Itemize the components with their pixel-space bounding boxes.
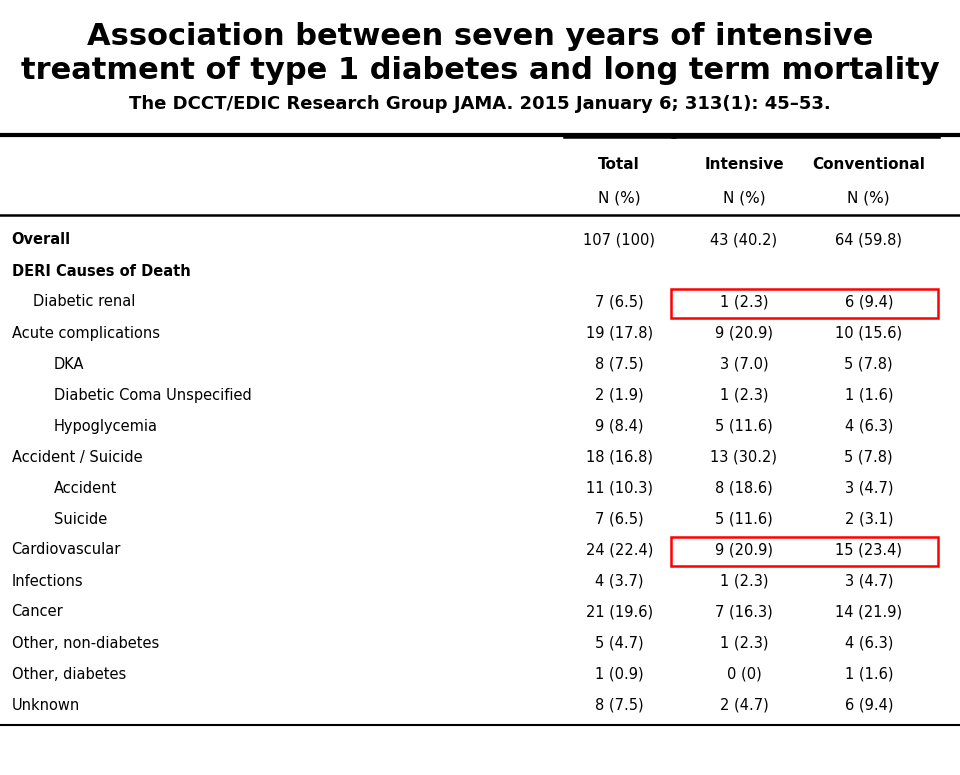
Text: Other, diabetes: Other, diabetes — [12, 666, 126, 681]
Text: 3 (4.7): 3 (4.7) — [845, 480, 893, 495]
Text: 18 (16.8): 18 (16.8) — [586, 449, 653, 464]
Text: The DCCT/EDIC Research Group JAMA. 2015 January 6; 313(1): 45–53.: The DCCT/EDIC Research Group JAMA. 2015 … — [130, 95, 830, 112]
Text: Infections: Infections — [12, 574, 84, 588]
Text: DERI Causes of Death: DERI Causes of Death — [12, 264, 190, 278]
Text: 2 (1.9): 2 (1.9) — [595, 388, 643, 402]
Text: Intensive: Intensive — [705, 157, 783, 171]
Text: N (%): N (%) — [723, 191, 765, 205]
Text: 5 (7.8): 5 (7.8) — [845, 356, 893, 371]
Text: Unknown: Unknown — [12, 698, 80, 712]
Text: Hypoglycemia: Hypoglycemia — [54, 418, 157, 433]
Text: 8 (18.6): 8 (18.6) — [715, 480, 773, 495]
Text: 4 (6.3): 4 (6.3) — [845, 418, 893, 433]
Bar — [671, 537, 938, 566]
Text: 1 (0.9): 1 (0.9) — [595, 666, 643, 681]
Text: 15 (23.4): 15 (23.4) — [835, 542, 902, 557]
Text: 11 (10.3): 11 (10.3) — [586, 480, 653, 495]
Text: 1 (1.6): 1 (1.6) — [845, 388, 893, 402]
Text: 5 (11.6): 5 (11.6) — [715, 418, 773, 433]
Text: 7 (6.5): 7 (6.5) — [595, 512, 643, 526]
Text: 9 (8.4): 9 (8.4) — [595, 418, 643, 433]
Text: 5 (11.6): 5 (11.6) — [715, 512, 773, 526]
Text: 1 (2.3): 1 (2.3) — [720, 294, 768, 309]
Text: 43 (40.2): 43 (40.2) — [710, 232, 778, 247]
Text: 8 (7.5): 8 (7.5) — [595, 356, 643, 371]
Text: 24 (22.4): 24 (22.4) — [586, 542, 653, 557]
Text: 19 (17.8): 19 (17.8) — [586, 326, 653, 340]
Text: 6 (9.4): 6 (9.4) — [845, 698, 893, 712]
Text: 9 (20.9): 9 (20.9) — [715, 542, 773, 557]
Text: 7 (6.5): 7 (6.5) — [595, 294, 643, 309]
Text: 14 (21.9): 14 (21.9) — [835, 604, 902, 619]
Text: 3 (7.0): 3 (7.0) — [720, 356, 768, 371]
Text: 9 (20.9): 9 (20.9) — [715, 326, 773, 340]
Text: 64 (59.8): 64 (59.8) — [835, 232, 902, 247]
Text: Suicide: Suicide — [54, 512, 107, 526]
Text: 1 (2.3): 1 (2.3) — [720, 574, 768, 588]
Text: 0 (0): 0 (0) — [727, 666, 761, 681]
Text: 3 (4.7): 3 (4.7) — [845, 574, 893, 588]
Text: 1 (2.3): 1 (2.3) — [720, 636, 768, 650]
Text: treatment of type 1 diabetes and long term mortality: treatment of type 1 diabetes and long te… — [20, 56, 940, 84]
Bar — [671, 289, 938, 318]
Text: Cancer: Cancer — [12, 604, 63, 619]
Text: Conventional: Conventional — [812, 157, 925, 171]
Text: 2 (3.1): 2 (3.1) — [845, 512, 893, 526]
Text: Accident: Accident — [54, 480, 117, 495]
Text: 10 (15.6): 10 (15.6) — [835, 326, 902, 340]
Text: Overall: Overall — [12, 232, 71, 247]
Text: Diabetic Coma Unspecified: Diabetic Coma Unspecified — [54, 388, 252, 402]
Text: Total: Total — [598, 157, 640, 171]
Text: 1 (1.6): 1 (1.6) — [845, 666, 893, 681]
Text: Association between seven years of intensive: Association between seven years of inten… — [86, 22, 874, 50]
Text: 5 (7.8): 5 (7.8) — [845, 449, 893, 464]
Text: 107 (100): 107 (100) — [584, 232, 655, 247]
Text: DKA: DKA — [54, 356, 84, 371]
Text: Accident / Suicide: Accident / Suicide — [12, 449, 142, 464]
Text: Acute complications: Acute complications — [12, 326, 159, 340]
Text: Cardiovascular: Cardiovascular — [12, 542, 121, 557]
Text: 6 (9.4): 6 (9.4) — [845, 294, 893, 309]
Text: 5 (4.7): 5 (4.7) — [595, 636, 643, 650]
Text: 8 (7.5): 8 (7.5) — [595, 698, 643, 712]
Text: 2 (4.7): 2 (4.7) — [720, 698, 768, 712]
Text: 21 (19.6): 21 (19.6) — [586, 604, 653, 619]
Text: 4 (6.3): 4 (6.3) — [845, 636, 893, 650]
Text: Diabetic renal: Diabetic renal — [33, 294, 135, 309]
Text: 13 (30.2): 13 (30.2) — [710, 449, 778, 464]
Text: N (%): N (%) — [848, 191, 890, 205]
Text: 7 (16.3): 7 (16.3) — [715, 604, 773, 619]
Text: 4 (3.7): 4 (3.7) — [595, 574, 643, 588]
Text: N (%): N (%) — [598, 191, 640, 205]
Text: Other, non-diabetes: Other, non-diabetes — [12, 636, 158, 650]
Text: 1 (2.3): 1 (2.3) — [720, 388, 768, 402]
